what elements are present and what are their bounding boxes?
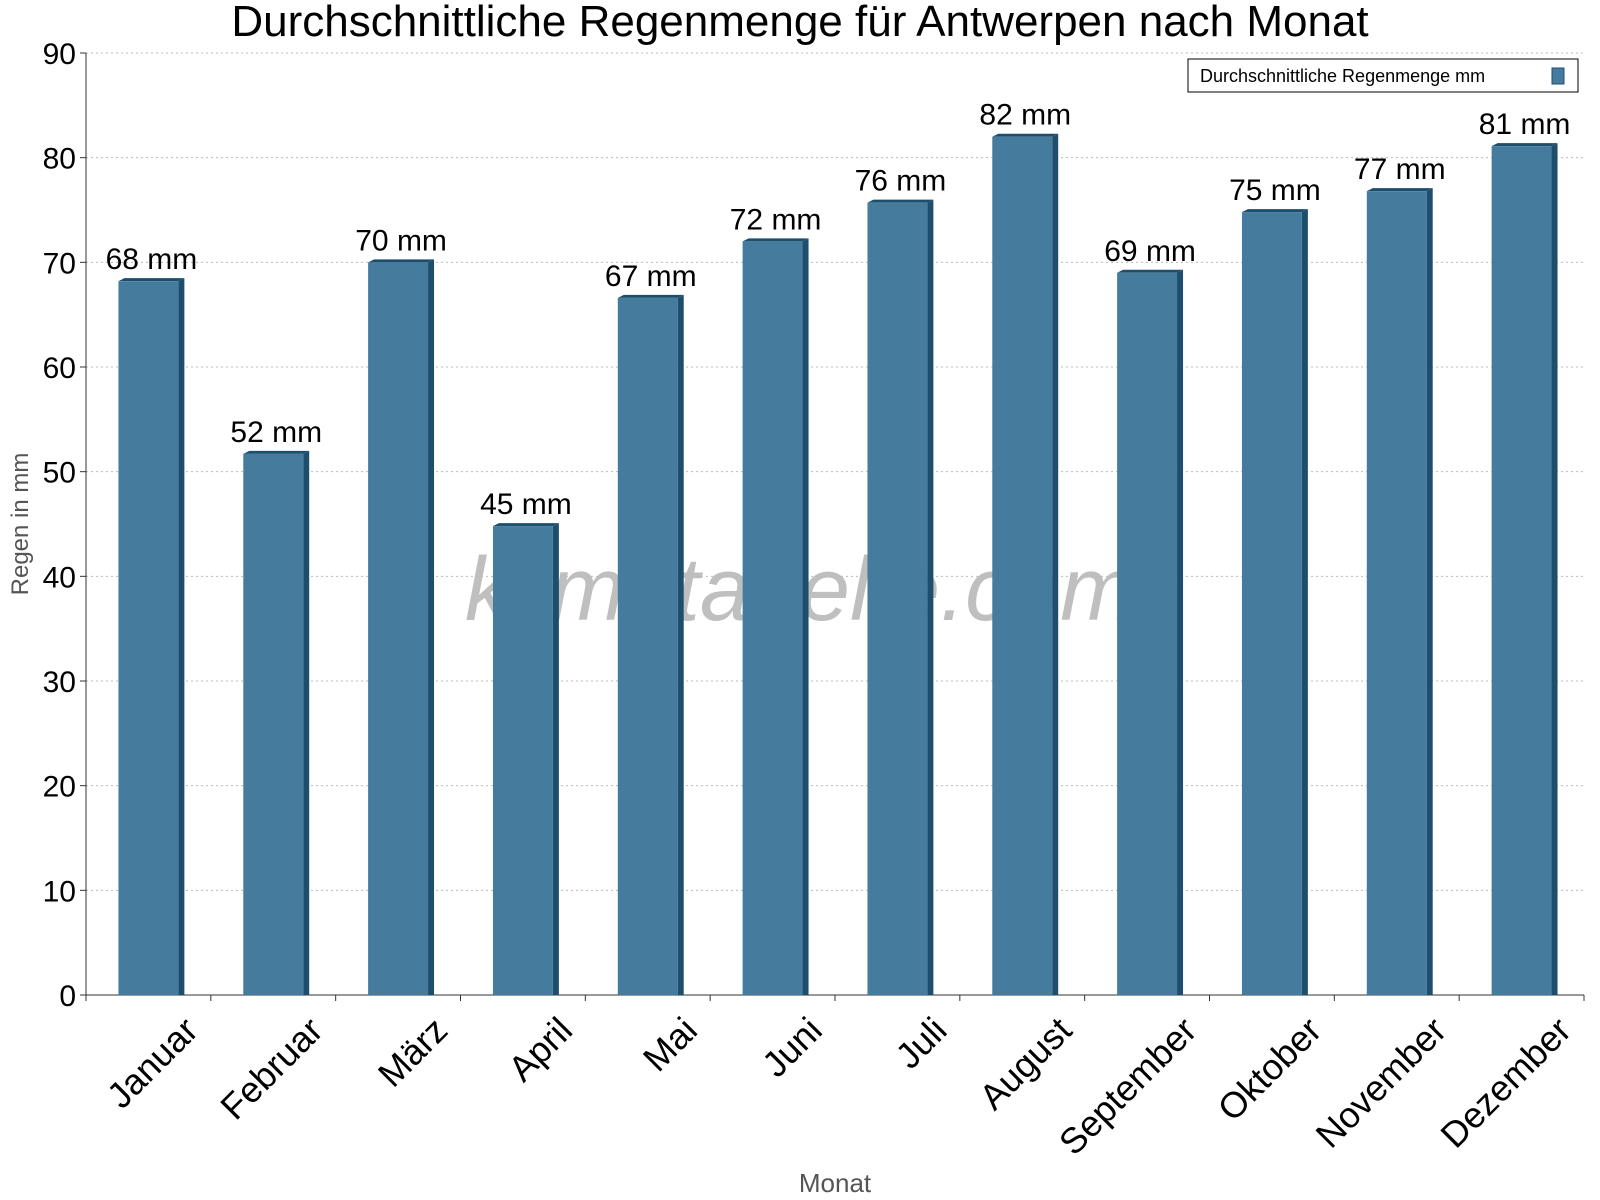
bar: [867, 202, 928, 995]
bar: [1491, 146, 1552, 996]
legend-label: Durchschnittliche Regenmenge mm: [1200, 66, 1485, 86]
data-label: 77 mm: [1354, 153, 1446, 186]
bar-side: [1426, 188, 1433, 995]
bar-top: [118, 278, 185, 282]
x-tick-label: Mai: [635, 1009, 705, 1079]
bar-side: [1551, 143, 1558, 996]
y-tick-label: 40: [43, 561, 76, 594]
x-tick-label: November: [1308, 1009, 1454, 1155]
bar-top: [492, 523, 559, 527]
data-label: 67 mm: [605, 260, 697, 293]
bar-top: [1117, 269, 1184, 273]
bar-side: [802, 238, 809, 995]
bar-side: [677, 294, 684, 995]
bar-top: [992, 133, 1059, 137]
data-label: 52 mm: [230, 416, 322, 449]
y-tick-label: 30: [43, 666, 76, 699]
bar: [1366, 191, 1427, 995]
data-label: 70 mm: [355, 224, 447, 257]
bar-top: [617, 294, 684, 298]
y-tick-label: 90: [43, 38, 76, 71]
bar: [617, 297, 678, 995]
data-label: 76 mm: [855, 165, 947, 198]
legend-swatch: [1551, 67, 1565, 85]
x-tick-label: Februar: [212, 1009, 330, 1127]
x-tick-label: Juli: [887, 1009, 954, 1076]
bar-top: [368, 259, 435, 263]
x-tick-label: August: [971, 1009, 1079, 1117]
x-axis-label: Monat: [799, 1168, 872, 1198]
y-axis-label: Regen in mm: [7, 453, 34, 596]
data-label: 69 mm: [1104, 235, 1196, 268]
bar-side: [178, 278, 185, 995]
x-tick-label: Oktober: [1210, 1009, 1330, 1129]
bar-side: [303, 450, 310, 996]
y-tick-label: 50: [43, 457, 76, 490]
x-tick-label: Dezember: [1432, 1009, 1578, 1155]
chart-title: Durchschnittliche Regenmenge für Antwerp…: [231, 0, 1368, 46]
bar: [243, 453, 304, 996]
y-tick-label: 0: [59, 980, 76, 1013]
x-tick-label: Juni: [754, 1009, 830, 1085]
bar-side: [1301, 209, 1308, 996]
data-label: 75 mm: [1229, 174, 1321, 207]
bar-top: [243, 450, 310, 454]
bar: [992, 136, 1053, 995]
data-label: 81 mm: [1479, 108, 1571, 141]
bar: [742, 241, 803, 995]
bar: [368, 262, 429, 995]
y-tick-label: 70: [43, 247, 76, 280]
legend-box: [1187, 58, 1579, 93]
bar: [1117, 272, 1178, 995]
bar-top: [1491, 143, 1558, 147]
x-tick-label: März: [370, 1009, 456, 1095]
x-tick-label: September: [1051, 1009, 1205, 1163]
bar: [118, 281, 179, 995]
bar-side: [1177, 269, 1184, 995]
x-tick-label: Januar: [99, 1009, 206, 1116]
data-label: 82 mm: [979, 99, 1071, 132]
bar-side: [428, 259, 435, 995]
data-label: 45 mm: [480, 488, 572, 521]
bar-top: [1366, 188, 1433, 192]
bar: [1241, 212, 1302, 996]
x-tick-label: April: [500, 1009, 580, 1089]
bar-side: [927, 199, 934, 995]
y-tick-label: 20: [43, 771, 76, 804]
y-tick-label: 80: [43, 143, 76, 176]
bar-top: [742, 238, 809, 242]
data-label: 68 mm: [106, 243, 198, 276]
bar-side: [552, 523, 559, 995]
data-label: 72 mm: [730, 203, 822, 236]
y-tick-label: 60: [43, 352, 76, 385]
bar: [492, 526, 553, 995]
bar-top: [1241, 209, 1308, 213]
legend: Durchschnittliche Regenmenge mm: [1187, 58, 1579, 93]
y-tick-label: 10: [43, 875, 76, 908]
bar-side: [1052, 133, 1059, 995]
bar-top: [867, 199, 934, 203]
